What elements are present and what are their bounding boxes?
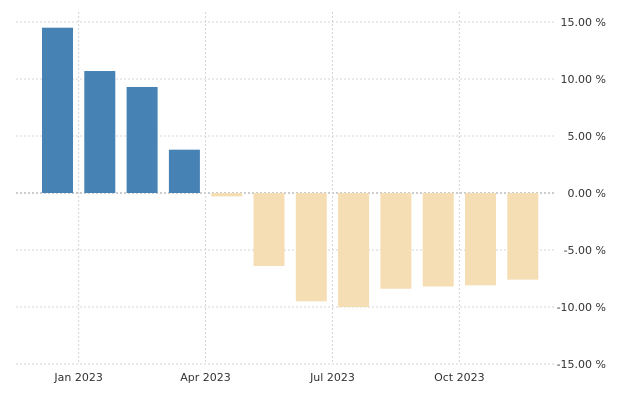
bar-2023-06 bbox=[295, 193, 327, 302]
y-tick-label: 15.00 % bbox=[561, 16, 606, 29]
y-tick-label: -5.00 % bbox=[564, 244, 606, 257]
bar-2023-03 bbox=[168, 149, 200, 193]
bar-2023-04 bbox=[211, 193, 243, 197]
x-tick-label: Jul 2023 bbox=[309, 371, 355, 384]
bar-2023-07 bbox=[338, 193, 370, 307]
bars bbox=[42, 27, 539, 307]
y-tick-label: 10.00 % bbox=[561, 73, 606, 86]
y-tick-label: 5.00 % bbox=[568, 130, 606, 143]
bar-2023-10 bbox=[465, 193, 496, 286]
bar-2023-02 bbox=[126, 86, 158, 193]
bar-2023-05 bbox=[253, 193, 285, 266]
bar-2023-09 bbox=[422, 193, 454, 287]
x-tick-label: Apr 2023 bbox=[180, 371, 231, 384]
bar-2023-01 bbox=[84, 71, 116, 193]
y-tick-label: 0.00 % bbox=[568, 187, 606, 200]
bar-2023-08 bbox=[380, 193, 412, 289]
y-tick-label: -10.00 % bbox=[557, 301, 606, 314]
y-axis-ticks: 15.00 % 10.00 % 5.00 % 0.00 % -5.00 % -10.00 … bbox=[557, 16, 606, 371]
x-tick-label: Oct 2023 bbox=[434, 371, 485, 384]
x-tick-label: Jan 2023 bbox=[53, 371, 102, 384]
bar-2023-11 bbox=[507, 193, 539, 280]
y-tick-label: -15.00 % bbox=[557, 358, 606, 371]
bar-2022-12 bbox=[42, 27, 73, 194]
x-axis-ticks: Jan 2023 Apr 2023 Jul 2023 Oct 2023 bbox=[53, 371, 484, 384]
